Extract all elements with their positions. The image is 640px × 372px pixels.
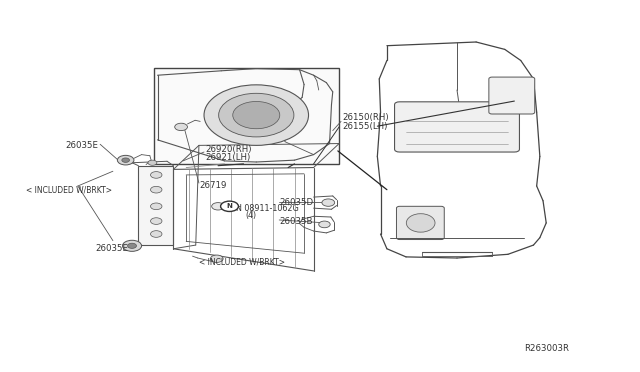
Circle shape	[319, 221, 330, 228]
FancyBboxPatch shape	[394, 102, 520, 152]
Circle shape	[117, 155, 134, 165]
Circle shape	[150, 218, 162, 224]
Circle shape	[150, 203, 162, 210]
FancyBboxPatch shape	[396, 206, 444, 240]
Bar	[154, 68, 339, 164]
Circle shape	[219, 93, 294, 137]
Circle shape	[212, 203, 225, 210]
Text: 26035E: 26035E	[96, 244, 129, 253]
Circle shape	[322, 199, 335, 206]
Text: 26150(RH): 26150(RH)	[342, 113, 389, 122]
Circle shape	[150, 231, 162, 237]
Circle shape	[204, 85, 308, 145]
FancyBboxPatch shape	[489, 77, 535, 114]
Circle shape	[175, 123, 188, 131]
Circle shape	[150, 171, 162, 178]
Circle shape	[127, 243, 136, 248]
Text: 26921(LH): 26921(LH)	[205, 153, 250, 162]
Circle shape	[122, 158, 129, 162]
Text: < INCLUDED W/BRKT>: < INCLUDED W/BRKT>	[26, 185, 111, 194]
Text: 26035E: 26035E	[65, 141, 98, 150]
Text: (4): (4)	[246, 211, 257, 220]
Circle shape	[122, 240, 141, 251]
Text: N: N	[227, 203, 232, 209]
Circle shape	[148, 160, 157, 165]
Text: 26155(LH): 26155(LH)	[342, 122, 388, 131]
Text: 26920(RH): 26920(RH)	[205, 145, 252, 154]
Circle shape	[233, 102, 280, 129]
Text: N 08911-1062G: N 08911-1062G	[236, 203, 299, 213]
Ellipse shape	[406, 214, 435, 232]
Circle shape	[221, 201, 239, 211]
Text: < INCLUDED W/BRKT>: < INCLUDED W/BRKT>	[199, 257, 285, 266]
Text: 26035B: 26035B	[280, 217, 314, 225]
FancyBboxPatch shape	[138, 166, 173, 245]
Circle shape	[150, 186, 162, 193]
Text: 26719: 26719	[199, 182, 227, 190]
Text: R263003R: R263003R	[524, 344, 569, 353]
Circle shape	[211, 255, 223, 262]
Text: 26035D: 26035D	[280, 198, 314, 207]
